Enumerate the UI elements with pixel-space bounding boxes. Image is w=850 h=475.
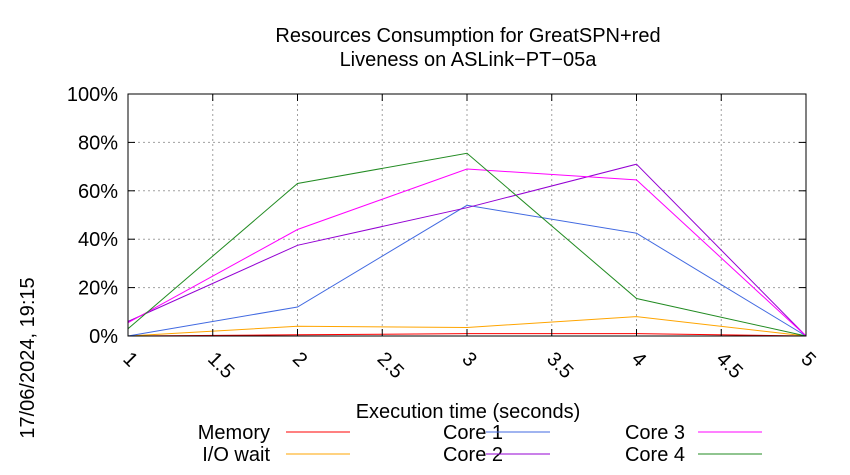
- legend-item: Core 3: [625, 422, 762, 444]
- series-line-i-o-wait: [127, 316, 807, 337]
- grid: [128, 94, 806, 336]
- x-tick-label: 1: [118, 348, 141, 371]
- x-tick-label: 3: [457, 348, 480, 371]
- y-tick-label: 20%: [78, 278, 118, 300]
- legend-item: Core 4: [625, 444, 762, 466]
- series-line-core-3: [127, 168, 807, 337]
- legend-label: Memory: [198, 422, 270, 444]
- legend-item: Memory: [198, 422, 350, 444]
- chart-title-line-2: Liveness on ASLink−PT−05a: [340, 49, 598, 71]
- chart-title: Resources Consumption for GreatSPN+red L…: [275, 25, 660, 71]
- y-tick-label: 80%: [78, 132, 118, 154]
- series-line-core-2: [127, 163, 807, 337]
- y-tick-label: 0%: [89, 326, 118, 348]
- legend-label: Core 3: [625, 422, 685, 444]
- legend-label: I/O wait: [202, 444, 270, 466]
- timestamp-label: 17/06/2024, 19:15: [17, 277, 39, 438]
- legend-label: Core 1: [443, 422, 503, 444]
- x-tick-label: 2.5: [373, 348, 408, 383]
- x-tick-label: 4.5: [712, 348, 747, 383]
- x-tick-label: 4: [627, 348, 650, 371]
- x-tick-label: 3.5: [542, 348, 577, 383]
- legend-label: Core 2: [443, 444, 503, 466]
- x-tick-label: 2: [288, 348, 311, 371]
- legend-item: Core 2: [443, 444, 550, 466]
- plot-lines: [127, 152, 807, 337]
- x-tick-label: 1.5: [203, 348, 238, 383]
- y-tick-label: 40%: [78, 229, 118, 251]
- legend-item: Core 1: [443, 422, 550, 444]
- axis-ticks: 0% 20% 40% 60% 80% 100% 1 1.5 2 2.5 3 3.5 4 4.5 5: [67, 84, 820, 383]
- series-line-core-4: [127, 152, 807, 337]
- series-line-core-1: [127, 204, 807, 337]
- legend-label: Core 4: [625, 444, 685, 466]
- y-tick-label: 60%: [78, 181, 118, 203]
- x-axis-label: Execution time (seconds): [356, 401, 581, 423]
- x-tick-label: 5: [796, 348, 819, 371]
- y-tick-label: 100%: [67, 84, 118, 106]
- chart-title-line-1: Resources Consumption for GreatSPN+red: [275, 25, 660, 47]
- legend-item: I/O wait: [202, 444, 350, 466]
